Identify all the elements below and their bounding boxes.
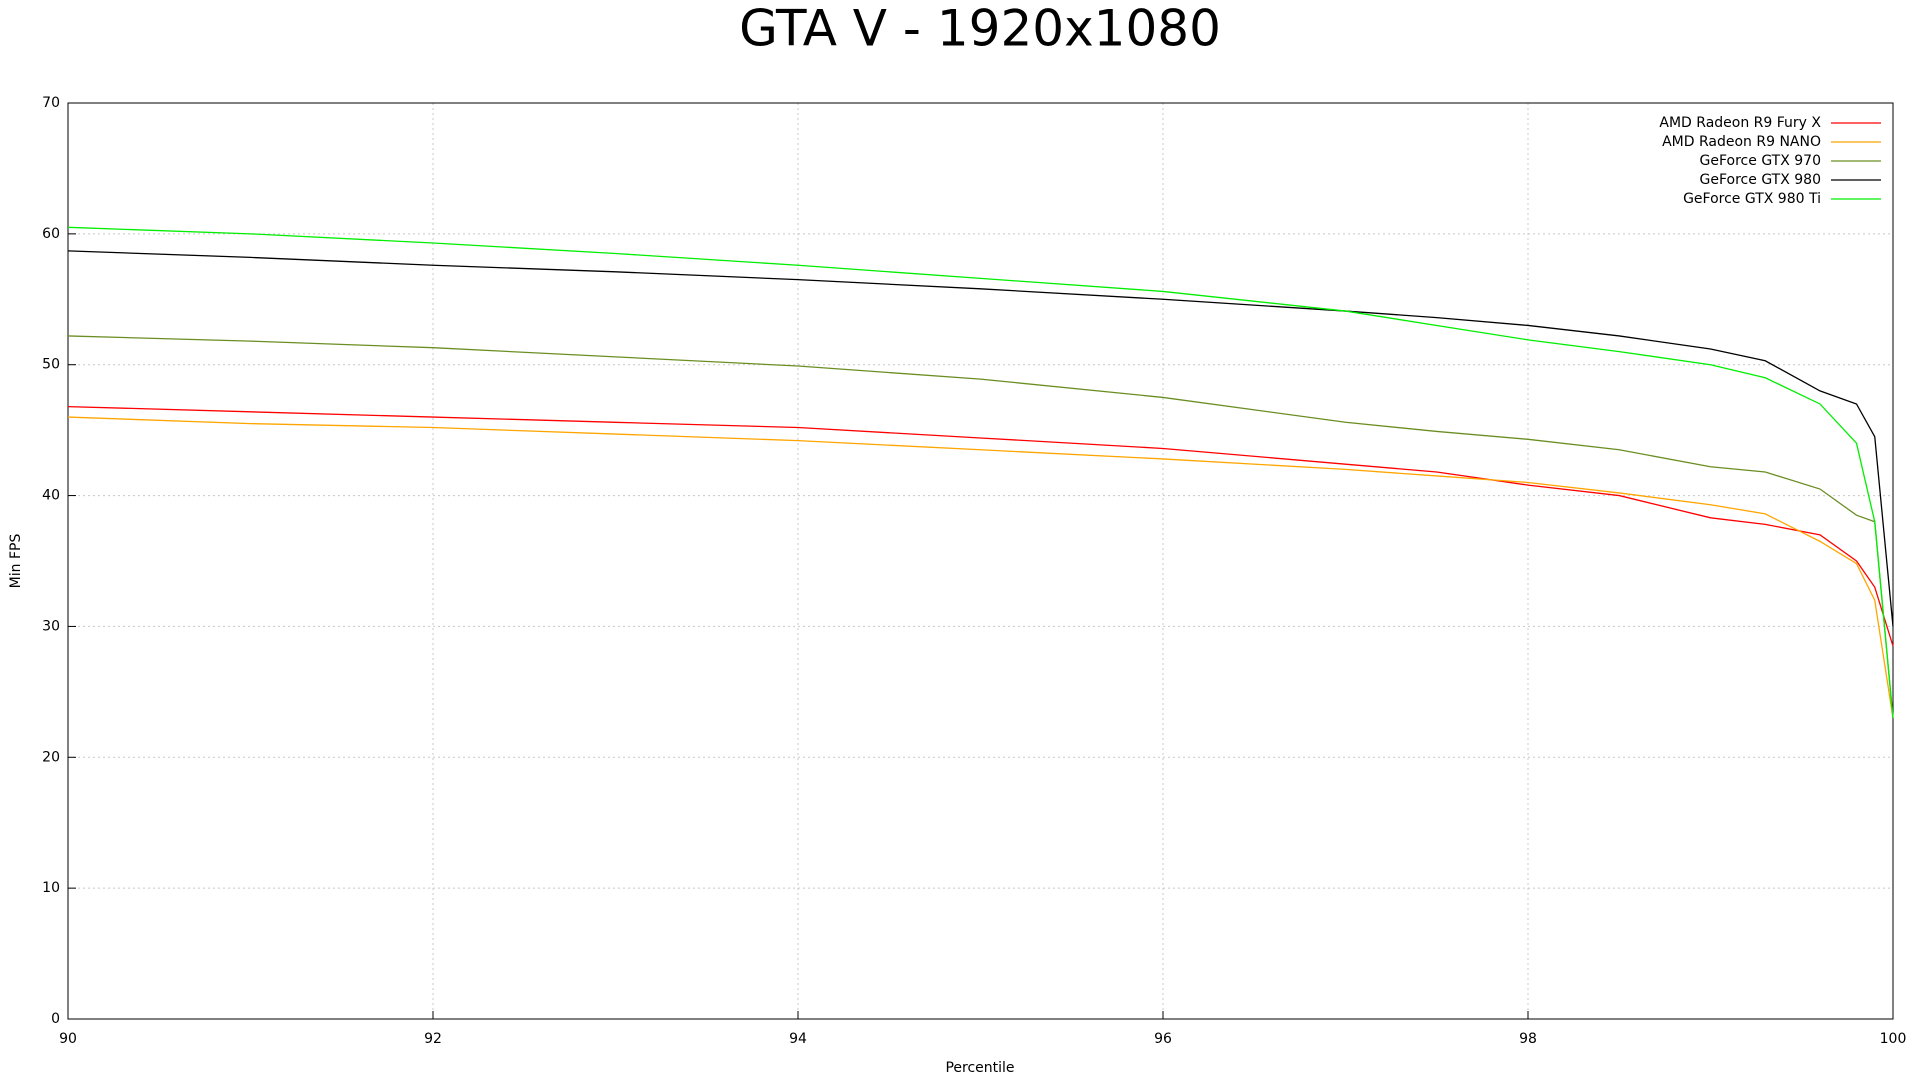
y-tick-label: 70: [42, 95, 60, 111]
y-tick-label: 50: [42, 357, 60, 373]
x-tick-label: 94: [789, 1031, 807, 1047]
chart-title: GTA V - 1920x1080: [739, 0, 1221, 58]
legend-label: GeForce GTX 980: [1700, 172, 1821, 188]
y-tick-label: 60: [42, 226, 60, 242]
y-axis-label: Min FPS: [8, 534, 24, 589]
series-line: [67, 416, 1894, 719]
y-tick-label: 40: [42, 488, 60, 504]
x-tick-label: 96: [1154, 1031, 1172, 1047]
series-line: [67, 250, 1894, 627]
y-tick-label: 10: [42, 880, 60, 896]
legend-label: GeForce GTX 970: [1700, 153, 1821, 169]
series-line: [67, 405, 1894, 647]
legend-label: AMD Radeon R9 NANO: [1662, 134, 1821, 150]
y-tick-label: 30: [42, 618, 60, 634]
plot-frame: [67, 102, 1894, 1020]
x-tick-label: 98: [1519, 1031, 1537, 1047]
y-tick-label: 0: [51, 1011, 60, 1027]
x-tick-label: 90: [59, 1031, 77, 1047]
series-line: [67, 335, 1894, 719]
legend-label: AMD Radeon R9 Fury X: [1659, 115, 1821, 131]
series-line: [67, 226, 1894, 719]
x-tick-label: 92: [424, 1031, 442, 1047]
y-tick-label: 20: [42, 749, 60, 765]
x-tick-label: 100: [1880, 1031, 1907, 1047]
x-axis-label: Percentile: [945, 1060, 1014, 1076]
legend-label: GeForce GTX 980 Ti: [1683, 191, 1821, 207]
